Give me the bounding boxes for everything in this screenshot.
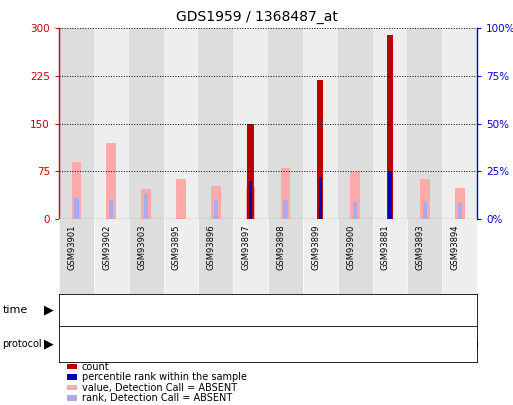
Bar [303,28,338,219]
Bar [109,200,113,219]
Text: ▶: ▶ [44,303,53,316]
Bar [372,28,407,219]
Bar [199,28,233,219]
Bar [388,171,392,219]
Text: GSM93894: GSM93894 [450,225,460,270]
Text: ischemia / reperfusion: ischemia / reperfusion [162,339,270,349]
Bar [233,28,268,219]
Text: GSM93899: GSM93899 [311,225,320,270]
Bar [247,124,254,219]
Bar [338,28,372,219]
Bar [268,294,477,326]
Bar [420,179,430,219]
Bar [387,35,393,219]
Bar [249,181,252,219]
Text: rank, Detection Call = ABSENT: rank, Detection Call = ABSENT [82,393,232,403]
Bar [94,219,129,294]
Bar [268,28,303,219]
Bar [268,219,303,294]
Bar [338,219,372,294]
Text: ▶: ▶ [44,338,53,351]
Text: sham control: sham control [288,339,352,349]
Bar [74,198,78,219]
Text: GSM93897: GSM93897 [242,225,251,270]
Text: value, Detection Call = ABSENT: value, Detection Call = ABSENT [82,383,237,392]
Bar [94,28,129,219]
Text: 7 d: 7 d [363,303,383,316]
Bar [211,186,221,219]
Bar [199,219,233,294]
Bar [164,219,199,294]
Bar [59,28,94,219]
Bar [176,179,186,219]
Text: 2 d: 2 d [153,303,173,316]
Bar [442,219,477,294]
Text: GSM93881: GSM93881 [381,225,390,270]
Bar [407,28,442,219]
Text: protocol: protocol [3,339,42,349]
Bar [268,326,372,362]
Bar [281,168,290,219]
Text: GSM93896: GSM93896 [207,225,216,270]
Text: GSM93895: GSM93895 [172,225,181,270]
Text: GDS1959 / 1368487_at: GDS1959 / 1368487_at [175,10,338,24]
Bar [303,219,338,294]
Text: GSM93903: GSM93903 [137,225,146,270]
Bar [106,143,116,219]
Bar [458,203,462,219]
Bar [129,219,164,294]
Bar [129,28,164,219]
Text: sham control: sham control [80,339,143,349]
Bar [59,326,164,362]
Bar [350,173,360,219]
Text: percentile rank within the sample: percentile rank within the sample [82,372,247,382]
Bar [372,326,477,362]
Bar [372,219,407,294]
Bar [144,194,148,219]
Bar [353,202,357,219]
Text: GSM93901: GSM93901 [67,225,76,270]
Bar [141,189,151,219]
Bar [455,188,465,219]
Text: GSM93898: GSM93898 [277,225,285,270]
Bar [283,200,288,219]
Bar [407,219,442,294]
Bar [319,177,322,219]
Bar [423,202,427,219]
Text: GSM93902: GSM93902 [102,225,111,270]
Bar [164,326,268,362]
Bar [71,162,81,219]
Bar [214,200,218,219]
Bar [59,294,268,326]
Text: GSM93900: GSM93900 [346,225,355,270]
Text: time: time [3,305,28,315]
Bar [233,219,268,294]
Text: GSM93893: GSM93893 [416,225,425,270]
Bar [317,80,323,219]
Bar [442,28,477,219]
Bar [164,28,199,219]
Bar [246,187,255,219]
Text: count: count [82,362,109,371]
Bar [59,219,94,294]
Text: ischemia / reperfusion: ischemia / reperfusion [370,339,479,349]
